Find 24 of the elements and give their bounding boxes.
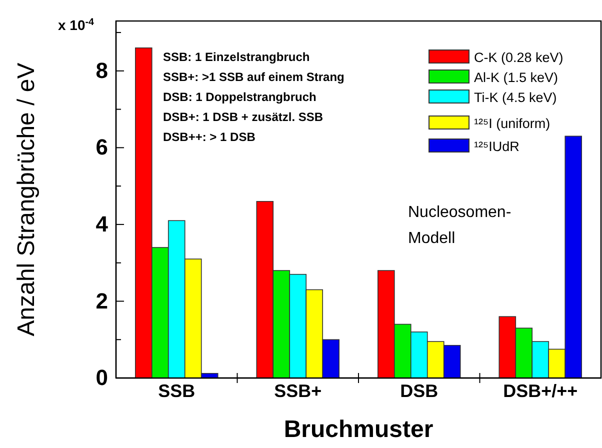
annotation: Nucleosomen-: [408, 204, 512, 221]
y-axis-title: Anzahl Strangbrüche / eV: [13, 62, 40, 336]
annotation: SSB: 1 Einzelstrangbruch: [163, 50, 310, 64]
annotation: SSB+: >1 SSB auf einem Strang: [163, 70, 344, 84]
x-tick-label: DSB+/++: [503, 381, 578, 402]
y-tick-label: 2: [96, 288, 108, 314]
legend-label: ¹²⁵I (uniform): [474, 116, 550, 131]
y-tick-label: 4: [96, 211, 109, 236]
annotation: DSB++: > 1 DSB: [163, 130, 256, 144]
annotation: DSB: 1 Doppelstrangbruch: [163, 90, 316, 104]
y-tick-label: 6: [96, 134, 108, 160]
legend-label: Al-K (1.5 keV): [474, 70, 558, 85]
x-axis-title: Bruchmuster: [284, 416, 434, 443]
y-tick-label: 8: [96, 58, 108, 83]
legend-label: ¹²⁵IUdR: [474, 139, 520, 154]
x-tick-label: SSB+: [274, 381, 322, 402]
annotation: DSB+: 1 DSB + zusätzl. SSB: [163, 110, 324, 124]
y-tick-label: 0: [96, 365, 108, 390]
text: x 10$^{-4}$: [58, 16, 95, 33]
x-tick-label: DSB: [400, 381, 438, 402]
legend-label: Ti-K (4.5 keV): [474, 90, 557, 105]
legend-label: C-K (0.28 keV): [474, 50, 564, 65]
x-tick-label: SSB: [158, 381, 196, 402]
annotation: Modell: [408, 230, 456, 247]
